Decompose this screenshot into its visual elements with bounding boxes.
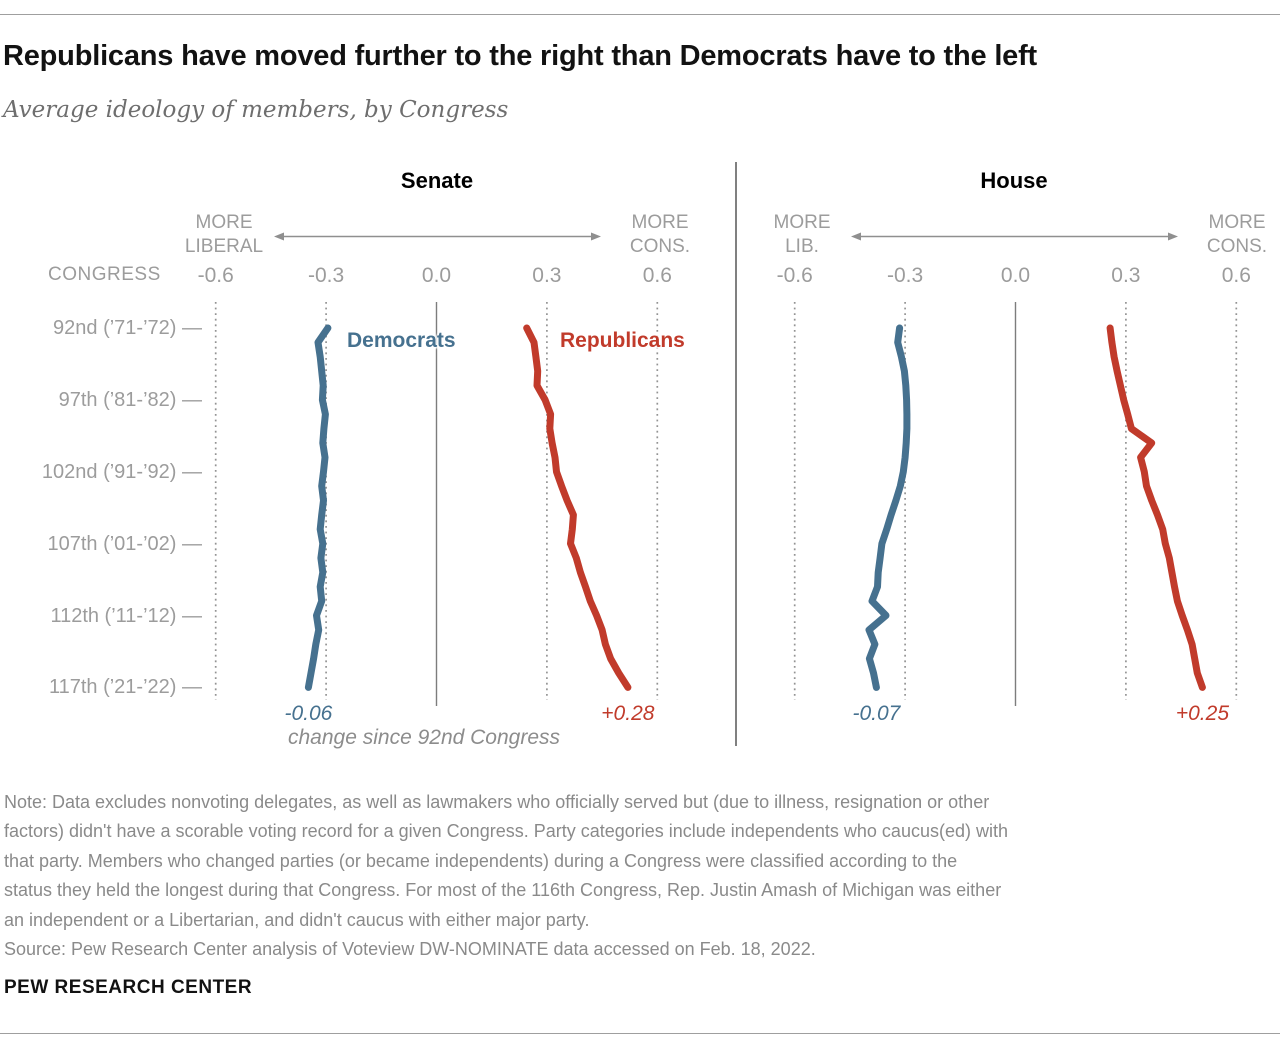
panel-title-house: House — [980, 168, 1048, 193]
value-tick-label: -0.3 — [887, 264, 924, 287]
congress-tick-label: 112th (’11-’12) — — [50, 604, 202, 627]
value-tick-label: 0.6 — [642, 264, 672, 287]
axis-direction-label-left: MORE — [195, 212, 253, 233]
change-footnote: change since 92nd Congress — [287, 726, 561, 749]
axis-direction-label-left: LIB. — [785, 235, 819, 257]
footer-brand: PEW RESEARCH CENTER — [4, 977, 253, 998]
source-text: Source: Pew Research Center analysis of … — [4, 939, 816, 960]
arrowhead-right — [1168, 232, 1178, 241]
congress-axis-title: CONGRESS — [48, 264, 161, 285]
change-value-democrats: -0.06 — [284, 702, 333, 725]
congress-tick-label: 117th (’21-’22) — — [48, 676, 202, 699]
axis-direction-label-right: CONS. — [1206, 235, 1268, 257]
series-label-democrats: Democrats — [347, 329, 456, 352]
note-line: factors) didn't have a scorable voting r… — [4, 821, 1008, 842]
change-value-republicans: +0.25 — [1175, 702, 1230, 725]
axis-direction-label-left: LIBERAL — [184, 235, 264, 257]
note-line: Note: Data excludes nonvoting delegates,… — [4, 792, 990, 812]
congress-tick-label: 107th (’01-’02) — — [47, 532, 202, 555]
congress-tick-label: 97th (’81-’82) — — [58, 388, 202, 411]
change-value-republicans: +0.28 — [601, 702, 655, 725]
top-rule — [0, 14, 1280, 15]
arrowhead-right — [591, 232, 601, 241]
arrowhead-left — [274, 232, 284, 241]
axis-direction-label-right: MORE — [631, 212, 689, 233]
congress-tick-label: 92nd (’71-’72) — — [53, 317, 202, 339]
bottom-rule — [0, 1033, 1280, 1034]
value-tick-label: 0.0 — [421, 264, 452, 287]
note-text: Note: Data excludes nonvoting delegates,… — [4, 788, 1274, 964]
value-tick-label: 0.3 — [1111, 264, 1141, 287]
series-line-democrats — [304, 324, 332, 691]
value-tick-label: -0.6 — [776, 264, 813, 287]
congress-tick-label: 102nd (’91-’92) — — [41, 460, 202, 483]
value-tick-label: -0.6 — [197, 264, 234, 287]
axis-direction-label-right: CONS. — [629, 235, 691, 257]
series-line-republicans — [1106, 324, 1206, 691]
value-tick-label: 0.3 — [532, 264, 562, 287]
axis-direction-label-right: MORE — [1208, 212, 1266, 233]
series-line-republicans — [523, 324, 632, 691]
panel-title-senate: Senate — [400, 168, 474, 193]
note-line: that party. Members who changed parties … — [4, 850, 958, 871]
page-title: Republicans have moved further to the ri… — [3, 40, 1038, 72]
change-value-democrats: -0.07 — [852, 702, 901, 725]
series-label-republicans: Republicans — [560, 329, 685, 352]
page-subtitle: Average ideology of members, by Congress — [3, 97, 509, 123]
axis-direction-label-left: MORE — [773, 212, 831, 233]
note-line: an independent or a Libertarian, and did… — [4, 909, 590, 930]
series-line-democrats — [865, 324, 911, 691]
value-tick-label: -0.3 — [308, 264, 345, 287]
note-line: status they held the longest during that… — [4, 880, 1002, 901]
value-tick-label: 0.0 — [1000, 264, 1031, 287]
arrowhead-left — [851, 232, 861, 241]
value-tick-label: 0.6 — [1221, 264, 1251, 287]
